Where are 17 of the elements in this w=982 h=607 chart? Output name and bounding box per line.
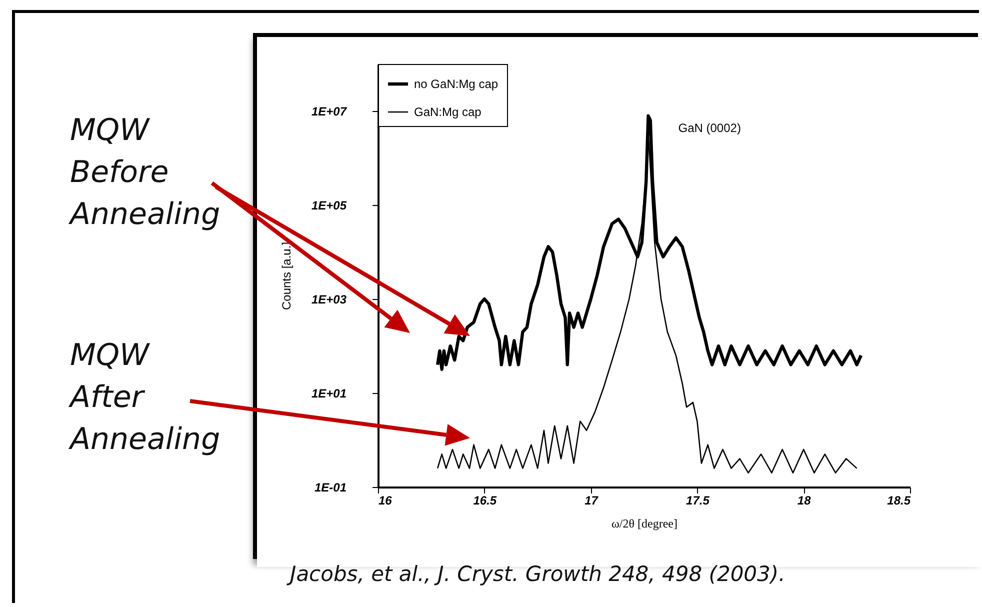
y-tick-label: 1E+07 (311, 104, 348, 118)
y-tick-label: 1E+05 (311, 198, 347, 212)
text: MQW After Annealing (70, 337, 222, 459)
x-tick-label: 18 (797, 494, 812, 508)
annotation: GaN (0002) (678, 120, 741, 135)
x-tick-label: 16.5 (473, 494, 497, 508)
y-tick-label: 1E+03 (311, 292, 347, 306)
x-tick-label: 17.5 (686, 494, 710, 508)
y-tick-label: 1E-01 (314, 480, 347, 494)
x-tick-label: 17 (584, 494, 600, 508)
text: MQW Before Annealing (70, 112, 222, 234)
x-tick-label: 16 (378, 494, 392, 508)
y-tick-label: 1E+01 (311, 386, 347, 400)
legend-label: no GaN:Mg cap (414, 77, 498, 91)
x-tick-label: 18.5 (887, 494, 911, 508)
legend-label: GaN:Mg cap (414, 105, 482, 119)
x-axis-title: ω/2θ [degree] (612, 516, 678, 530)
